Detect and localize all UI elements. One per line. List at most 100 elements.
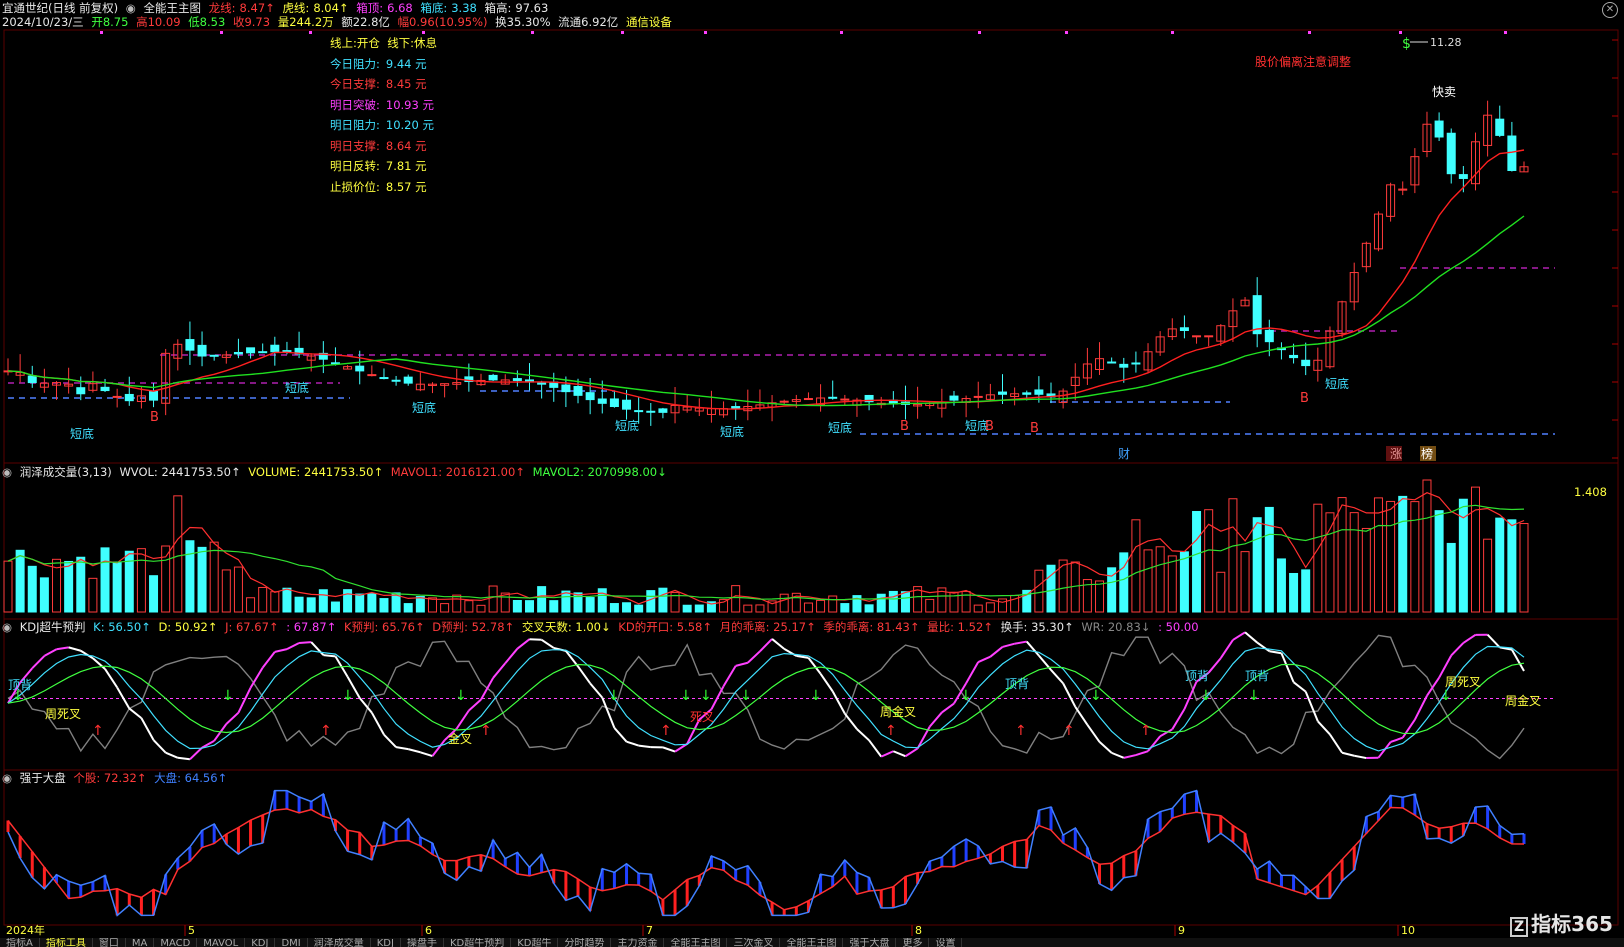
wvol-value: WVOL: 2441753.50↑ [119, 465, 241, 479]
j-line-segment [104, 668, 118, 688]
stock-title[interactable]: 宜通世纪(日线 前复权) [2, 1, 119, 15]
j-line-segment [1244, 631, 1258, 644]
strong-market: 大盘: 64.56↑ [154, 771, 228, 785]
bottom-tab[interactable]: 窗口 [93, 938, 126, 947]
month-label: 5 [188, 924, 195, 937]
bottom-tab[interactable]: KDJ [245, 938, 276, 947]
bottom-tab[interactable]: 三次金叉 [727, 938, 781, 947]
strong-panel-name[interactable]: 强于大盘 [19, 771, 66, 785]
mavol1-value: MAVOL1: 2016121.00↑ [390, 465, 525, 479]
volume-bar [1483, 538, 1493, 613]
j-line-segment [249, 667, 264, 689]
main-chart-name[interactable]: 全能王主图 [143, 1, 202, 15]
bottom-tab[interactable]: KD超牛预判 [444, 938, 512, 947]
candle-body [52, 382, 62, 386]
quote-turnover: 换35.30% [495, 15, 551, 29]
up-arrow-icon: ↑ [1140, 723, 1152, 739]
bottom-tab[interactable]: 全能王主图 [664, 938, 728, 947]
volume-bar [161, 545, 171, 613]
bottom-tab[interactable]: 主力资金 [611, 938, 665, 947]
up-arrow-icon: ↑ [320, 723, 332, 739]
bottom-tab[interactable]: MACD [154, 938, 198, 947]
j-line-segment [504, 648, 519, 664]
bottom-tab[interactable]: KD超牛 [511, 938, 559, 947]
kdj-k: K: 56.50↑ [93, 620, 151, 634]
volume-panel-name[interactable]: 润泽成交量(3,13) [19, 465, 112, 479]
volume-bar [1131, 519, 1141, 613]
candle-body [561, 384, 571, 393]
candle-body [864, 394, 874, 403]
bottom-tab[interactable]: 操盘手 [401, 938, 444, 947]
volume-bar [997, 598, 1007, 613]
candle-body [112, 395, 122, 398]
candle-body [1373, 213, 1383, 250]
kdj-j: J: 67.67↑ [225, 620, 279, 634]
kdj-wr: WR: 20.83↓ [1081, 620, 1151, 634]
bottom-tab[interactable]: 分时趋势 [558, 938, 612, 947]
candle-body [379, 377, 389, 380]
j-line-segment [856, 728, 870, 742]
j-line-segment [965, 661, 980, 684]
j-line-segment [370, 712, 385, 736]
j-line-segment [201, 739, 215, 749]
bottom-tab[interactable]: MA [126, 938, 155, 947]
volume-bar [173, 495, 183, 613]
kdj-kpred: K预判: 65.76↑ [343, 620, 425, 634]
info-item-label: 明日反转: [330, 159, 380, 173]
panel-gear-icon[interactable]: ◉ [2, 620, 13, 634]
bottom-tab[interactable]: 更多 [896, 938, 930, 947]
candle-body [1034, 389, 1044, 395]
j-line-segment [759, 638, 773, 653]
kdj-month-dev: 月的乖离: 25.17↑ [719, 620, 816, 634]
volume-bar [136, 548, 146, 613]
j-line-segment [1304, 691, 1319, 722]
gold-cross-label: 金叉 [448, 731, 472, 746]
volume-bar [367, 593, 377, 613]
info-item: 今日阻力: 9.44 元 [330, 54, 437, 75]
bottom-tab[interactable]: 强于大盘 [843, 938, 897, 947]
panel-gear-icon[interactable]: ◉ [2, 771, 13, 785]
kdj-panel-name[interactable]: KDJ超牛预判 [19, 620, 86, 634]
candle-body [1361, 242, 1371, 268]
close-icon[interactable]: ✕ [1602, 2, 1618, 18]
volume-bar [1143, 549, 1153, 613]
candle-body [1264, 329, 1274, 343]
info-item-label: 明日突破: [330, 97, 380, 112]
j-line-segment [613, 727, 628, 743]
volume-bar [1228, 498, 1238, 613]
volume-bar [294, 596, 304, 613]
candle-body [1167, 328, 1177, 338]
logo-icon: Z [1510, 917, 1529, 937]
bottom-tab[interactable]: 全能王主图 [780, 938, 844, 947]
bottom-tab[interactable]: 润泽成交量 [308, 938, 371, 947]
bottom-tab[interactable]: MAVOL [197, 938, 246, 947]
quote-change: 幅0.96(10.95%) [397, 15, 488, 29]
j-line-segment [1232, 631, 1246, 641]
j-line-segment [1329, 733, 1343, 754]
bottom-tab[interactable]: 设置 [929, 938, 963, 947]
candle-body [27, 375, 37, 384]
candle-body [452, 382, 462, 385]
buy-signal-label: B [1030, 421, 1039, 436]
bottom-tab[interactable]: DMI [275, 938, 308, 947]
bottom-tab[interactable]: 指标工具 [40, 938, 93, 947]
j-line-segment [128, 707, 143, 719]
candle-body [476, 379, 486, 386]
volume-bar [1216, 571, 1226, 613]
panel-gear-icon[interactable]: ◉ [2, 465, 13, 479]
top-divergence-label: 顶背 [1245, 669, 1269, 683]
volume-bar [1276, 558, 1286, 613]
bottom-tab[interactable]: 指标A [0, 938, 40, 947]
j-line-segment [80, 649, 94, 660]
quote-high: 高10.09 [136, 15, 181, 29]
candle-body [270, 344, 280, 353]
volume-bar [1313, 503, 1323, 613]
chart-selector-icon[interactable]: ◉ [125, 1, 136, 15]
volume-bar [840, 603, 850, 613]
j-line-segment [1014, 640, 1027, 645]
j-line-segment [1499, 646, 1513, 651]
volume-bar [949, 591, 959, 613]
bottom-tab[interactable]: KDJ [371, 938, 401, 947]
